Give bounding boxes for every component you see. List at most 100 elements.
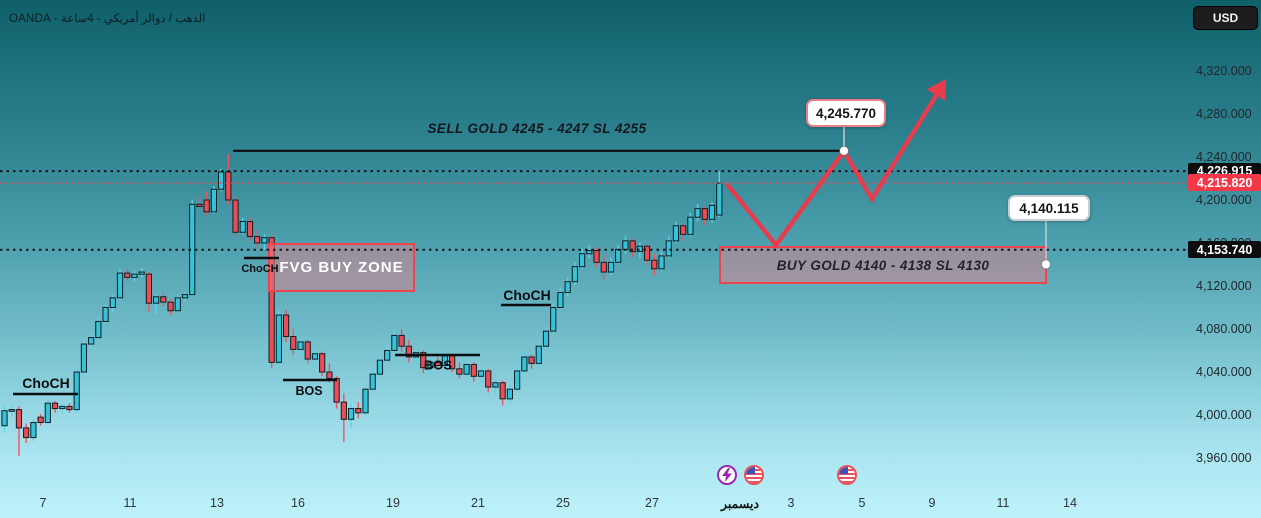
candle-body <box>59 405 66 410</box>
time-axis-label: 16 <box>291 496 305 510</box>
candle-body <box>550 307 557 332</box>
candle-body <box>203 199 210 213</box>
event-lightning-icon[interactable] <box>717 465 737 485</box>
candle-body <box>80 343 88 373</box>
currency-unit-label: USD <box>1212 11 1239 25</box>
currency-unit-button[interactable]: USD <box>1193 6 1258 30</box>
anchor-dot-high[interactable] <box>839 145 849 156</box>
lightning-bolt-glyph <box>722 468 732 482</box>
candle-body <box>485 370 492 388</box>
candle-body <box>355 408 362 414</box>
time-axis-label: 14 <box>1063 496 1077 510</box>
candle-body <box>362 388 369 414</box>
price-axis-label: 4,080.000 <box>1196 321 1252 336</box>
candle-body <box>145 273 153 304</box>
anchor-dot-low[interactable] <box>1041 259 1051 270</box>
buy-gold-zone-box[interactable]: BUY GOLD 4140 - 4138 SL 4130 <box>719 246 1047 284</box>
candle-body <box>376 359 384 375</box>
candle-body <box>181 294 189 299</box>
candle-body <box>290 336 297 350</box>
candle-body <box>51 402 59 410</box>
price-axis-label: 4,280.000 <box>1196 106 1252 121</box>
candle-body <box>542 330 550 347</box>
sell-gold-annotation[interactable]: SELL GOLD 4245 - 4247 SL 4255 <box>427 121 647 136</box>
candle-body <box>470 363 477 377</box>
candle-body <box>492 382 499 388</box>
candle-body <box>398 334 405 347</box>
time-axis-label: 11 <box>123 496 137 510</box>
candle-body <box>477 370 485 377</box>
candle-body <box>405 345 412 358</box>
candle-body <box>131 273 138 278</box>
candle-body <box>571 266 578 283</box>
candle-body <box>311 353 319 360</box>
price-axis-label: 4,040.000 <box>1196 364 1252 379</box>
candle-body <box>680 225 687 235</box>
candle-body <box>1 410 8 427</box>
candle-body <box>268 237 275 363</box>
candle-body <box>463 363 470 375</box>
candle-body <box>600 261 607 273</box>
time-axis-label: 3 <box>787 496 795 510</box>
candle-body <box>658 255 665 270</box>
candle-body <box>246 221 254 238</box>
candle-body <box>232 199 239 233</box>
time-axis-label: 5 <box>858 496 866 510</box>
candle-body <box>44 402 51 424</box>
candle-body <box>196 203 203 207</box>
candle-body <box>174 297 181 312</box>
candle-body <box>369 373 376 390</box>
candle-body <box>326 371 333 379</box>
candle-body <box>420 352 427 369</box>
time-axis-label: ديسمبر <box>720 497 760 511</box>
candle-body <box>506 388 513 400</box>
candle-body <box>239 221 246 233</box>
candle-body <box>23 427 30 439</box>
candle-body <box>88 337 95 345</box>
candle-body <box>124 272 131 278</box>
fvg-buy-zone-box[interactable]: FVG BUY ZONE <box>268 243 415 292</box>
symbol-timeframe-exchange-label: OANDA - ةعاس4 - يكيرمأ رلاود / بهذلا <box>9 13 206 25</box>
candle-body <box>160 296 167 303</box>
flag-stripes <box>839 467 855 483</box>
candle-body <box>694 208 701 218</box>
price-tag-4245[interactable]: 4,245.770 <box>806 99 886 127</box>
candle-body <box>521 356 528 372</box>
flag-canton <box>839 467 848 475</box>
candle-body <box>708 204 716 220</box>
candle-body <box>282 314 290 338</box>
structure-marker-label[interactable]: BOS <box>423 357 453 373</box>
candle-body <box>319 353 326 373</box>
time-axis-label: 13 <box>210 496 224 510</box>
chart-title: OANDA - ةعاس4 - يكيرمأ رلاود / بهذلا <box>9 11 205 25</box>
time-axis-label: 27 <box>645 496 659 510</box>
structure-marker-label[interactable]: ChoCH <box>503 287 551 303</box>
candle-body <box>167 301 174 312</box>
fvg-buy-zone-label: FVG BUY ZONE <box>279 259 404 276</box>
time-axis-label: 21 <box>471 496 485 510</box>
candle-body <box>427 361 434 369</box>
us-flag-event-icon[interactable] <box>744 465 764 485</box>
candle-body <box>333 377 340 403</box>
structure-marker-label[interactable]: ChoCH <box>22 375 70 391</box>
candle-body <box>579 253 586 268</box>
candle-body <box>261 237 268 244</box>
price-axis-badge-current: 4,215.820 <box>1188 174 1261 192</box>
candle-body <box>15 409 23 429</box>
price-tag-4140[interactable]: 4,140.115 <box>1008 195 1090 221</box>
time-axis-label: 7 <box>39 496 47 510</box>
time-axis-label: 9 <box>928 496 936 510</box>
candle-body <box>304 341 311 360</box>
structure-marker-label[interactable]: BOS <box>295 384 323 398</box>
candle-body <box>391 334 398 352</box>
candle-body <box>557 291 564 309</box>
structure-marker-label[interactable]: ChoCH <box>241 263 279 275</box>
candle-body <box>340 401 347 420</box>
candle-body <box>672 225 680 242</box>
us-flag-event-icon[interactable] <box>837 465 857 485</box>
candle-body <box>607 261 615 273</box>
price-axis-label: 4,000.000 <box>1196 407 1252 422</box>
candle-body <box>30 422 37 439</box>
